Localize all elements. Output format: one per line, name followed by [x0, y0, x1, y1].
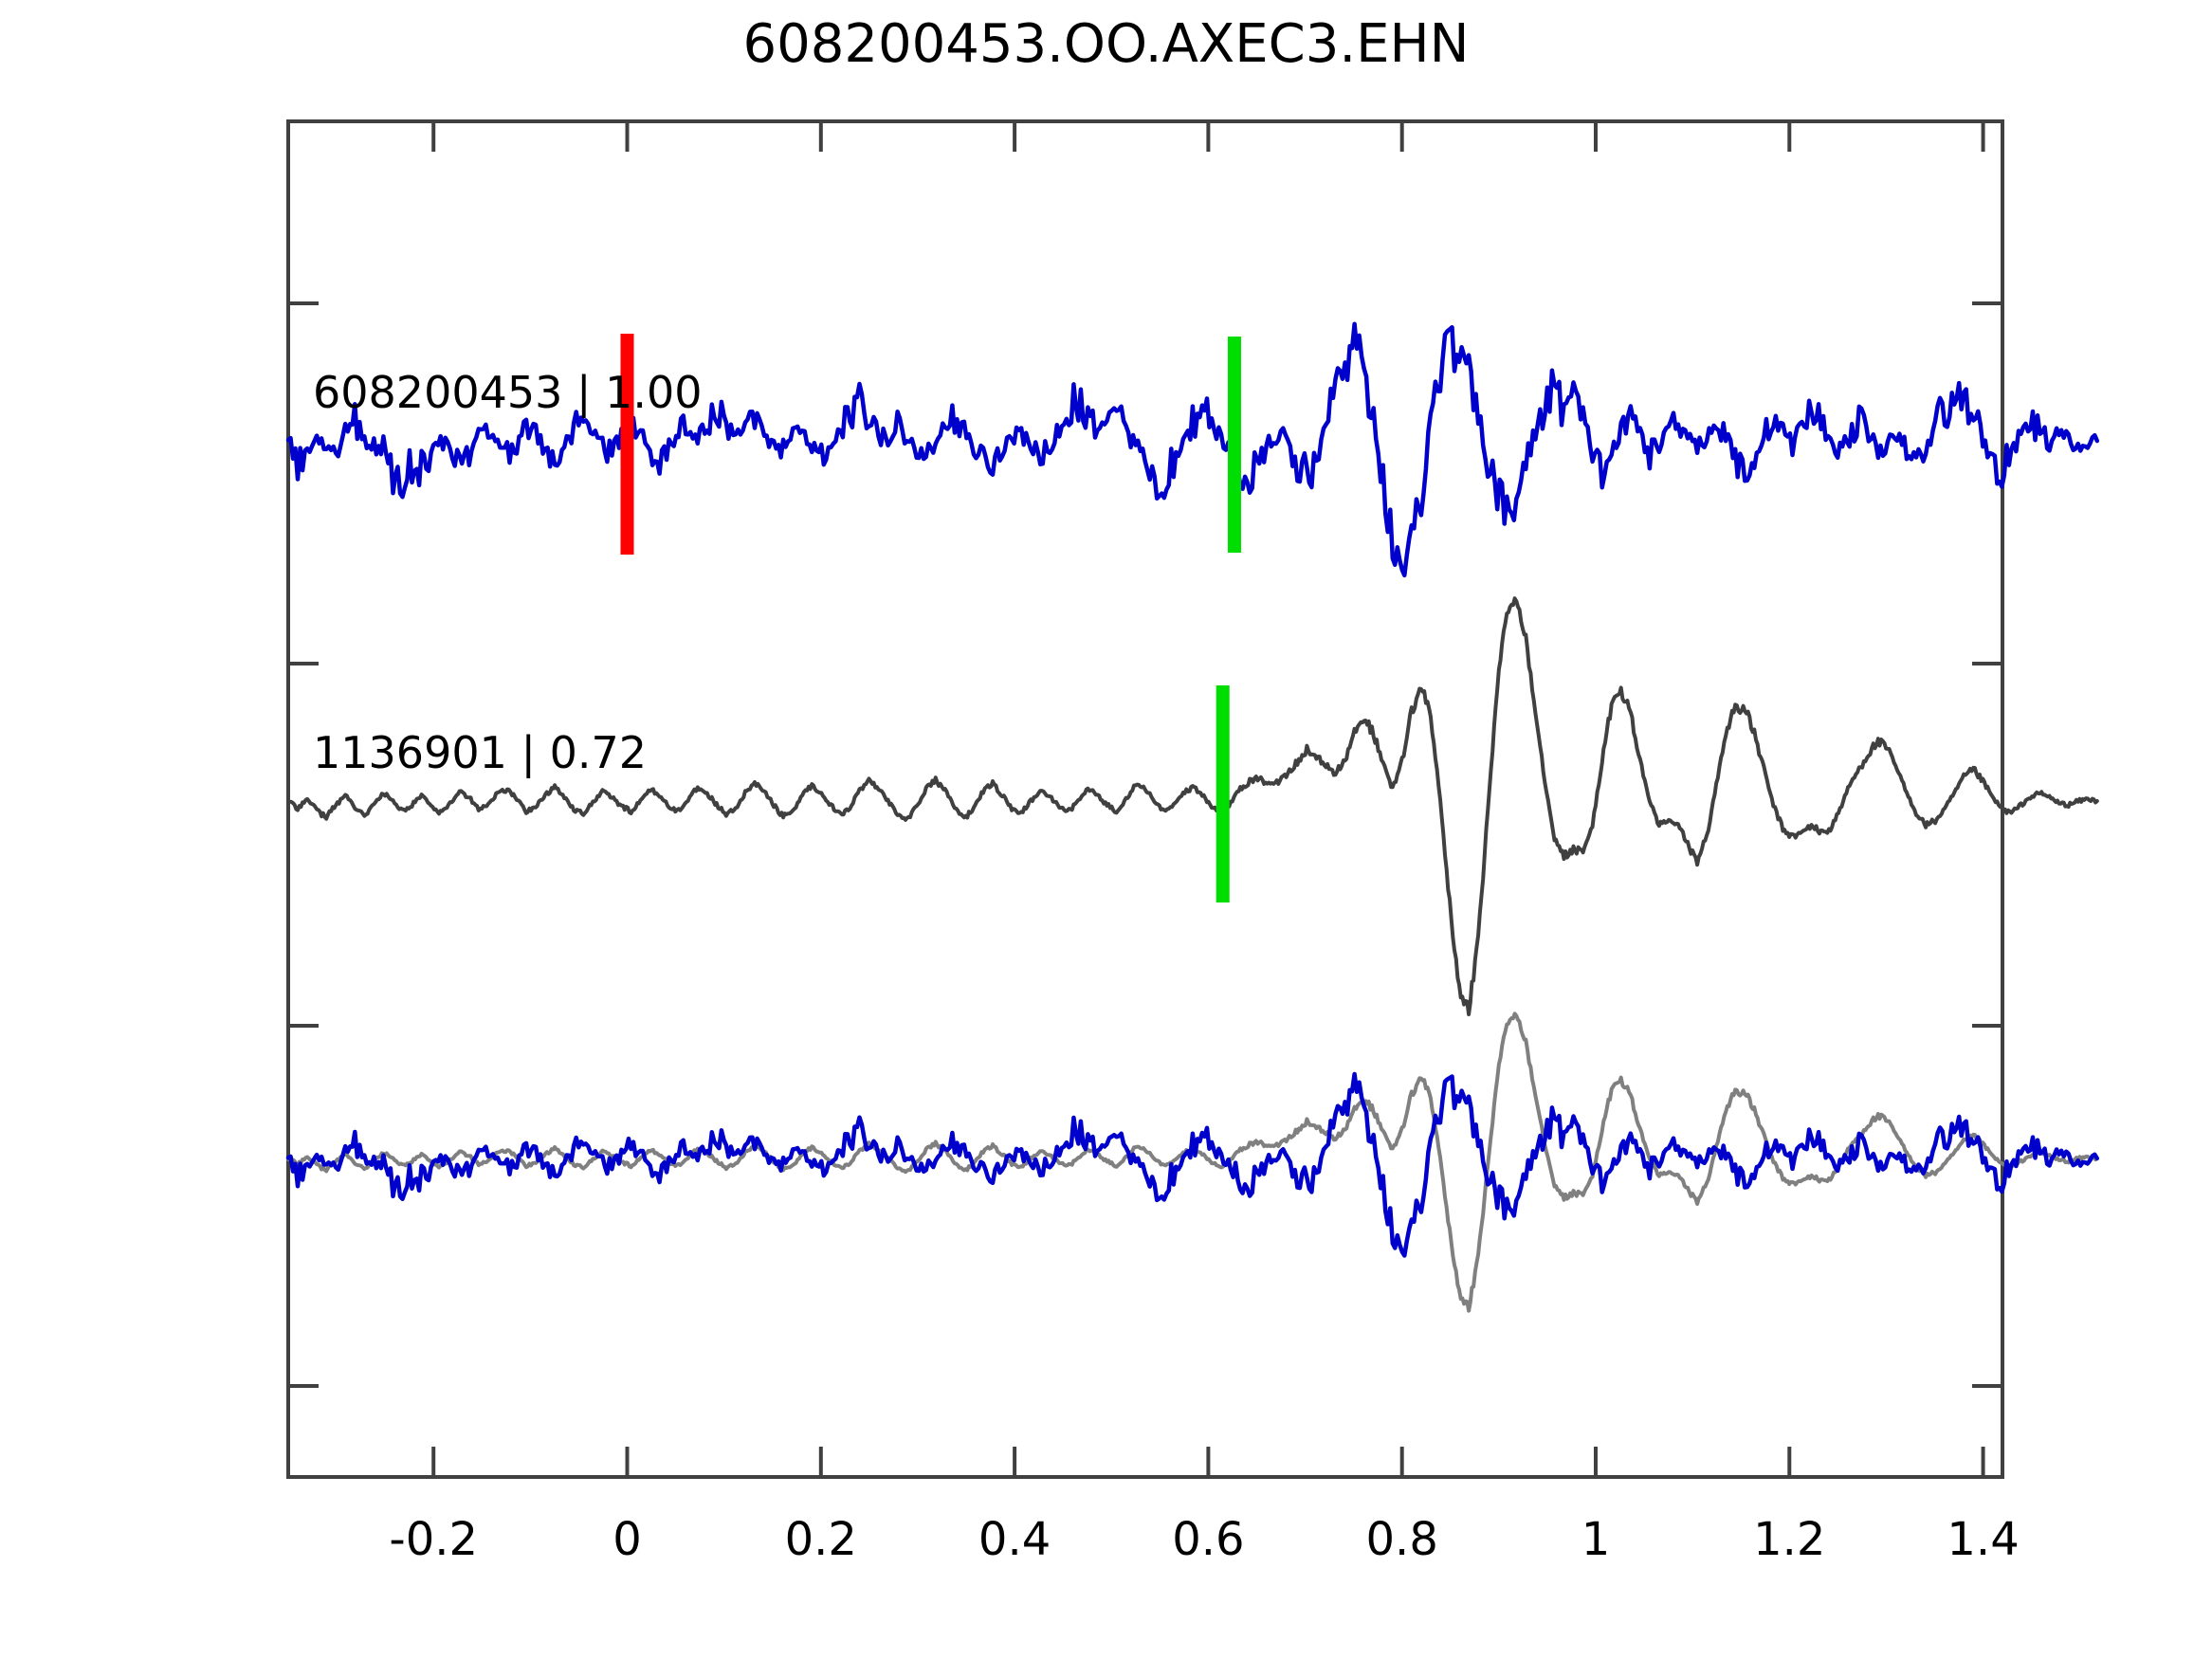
trace-template-middle [286, 596, 2099, 1016]
y-tick-group [288, 301, 2002, 1388]
x-tick-group: -0.2 0 0.2 0.4 0.6 0.8 1 1.2 1.4 [389, 121, 2020, 1566]
trace-label-middle: 1136901 | 0.72 [313, 727, 647, 779]
axes-frame [286, 119, 2004, 1479]
x-tick-label: 0.4 [978, 1513, 1051, 1566]
x-tick-label: -0.2 [389, 1513, 478, 1566]
x-tick-label: 0.8 [1366, 1513, 1438, 1566]
trace-observed-overlay [285, 1071, 2100, 1258]
trace-observed-top [285, 321, 2100, 578]
x-tick-label: 0.2 [785, 1513, 857, 1566]
page-title: 608200453.OO.AXEC3.EHN [742, 13, 1470, 75]
x-tick-label: 1 [1581, 1513, 1611, 1566]
x-tick-label: 1.2 [1753, 1513, 1825, 1566]
x-tick-label: 0 [612, 1513, 642, 1566]
pick-markers [620, 334, 1241, 902]
x-tick-label: 1.4 [1947, 1513, 2019, 1566]
trace-template-overlay [286, 1012, 2099, 1313]
waveform-traces [285, 321, 2100, 1313]
trace-label-top: 608200453 | 1.00 [313, 367, 703, 419]
x-tick-label: 0.6 [1172, 1513, 1244, 1566]
